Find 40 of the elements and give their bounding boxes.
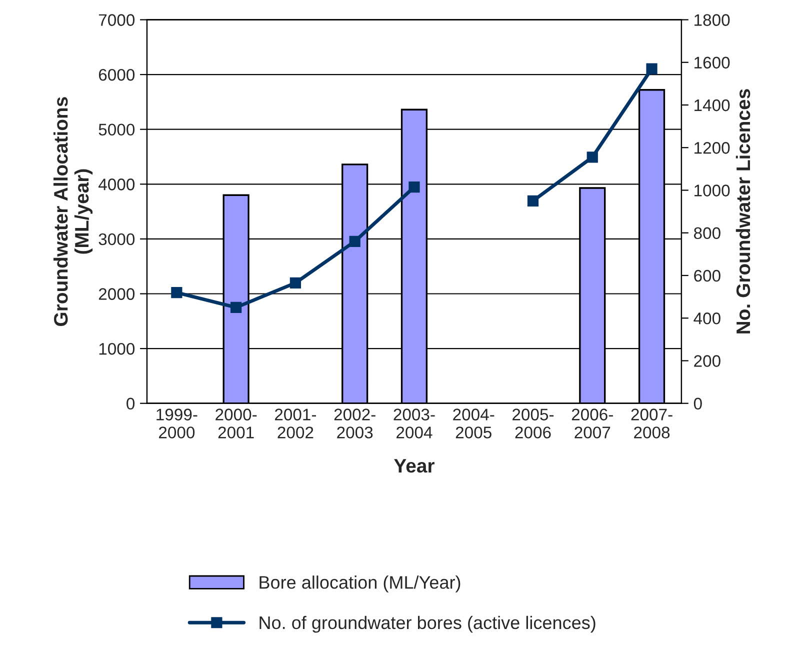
legend-label: No. of groundwater bores (active licences) xyxy=(260,616,596,633)
point xyxy=(171,286,182,298)
point xyxy=(646,63,658,74)
point xyxy=(349,236,360,247)
point xyxy=(408,181,420,193)
y2-tick-label: 400 xyxy=(694,312,720,324)
legend-label: Bore allocation (ML/Year) xyxy=(260,576,460,592)
y-tick-label: 5000 xyxy=(98,124,135,136)
point xyxy=(290,277,302,288)
y-tick-label: 6000 xyxy=(98,68,135,81)
x-tick-label: 2001- 2002 xyxy=(274,408,316,438)
y2-tick-label: 1400 xyxy=(694,99,730,112)
y2-tick-label: 1200 xyxy=(694,142,730,154)
y2-tick-label: 200 xyxy=(694,355,720,367)
y2-tick-label: 1800 xyxy=(694,14,730,26)
x-tick-label: 2006- 2007 xyxy=(572,408,613,438)
x-tick-label: 2005- 2006 xyxy=(512,408,554,438)
x-tick-label: 2000- 2001 xyxy=(216,408,257,438)
y2-tick-label: 1600 xyxy=(694,56,730,69)
x-axis-title: Year xyxy=(394,459,434,473)
x-tick-label: 2002- 2003 xyxy=(334,408,376,438)
y2-tick-label: 600 xyxy=(694,270,720,282)
point xyxy=(586,152,598,163)
x-tick-label: 2003- 2004 xyxy=(394,408,435,438)
y2-axis-title: No. Groundwater Licences xyxy=(736,89,750,334)
y-tick-label: 7000 xyxy=(98,14,135,26)
x-tick-label: 2004- 2005 xyxy=(453,408,494,438)
y-axis-title: Groundwater Allocations (ML/year) xyxy=(53,97,93,326)
y-tick-label: 1000 xyxy=(99,342,135,355)
y2-tick-label: 800 xyxy=(694,227,720,240)
x-tick-label: 2007- 2008 xyxy=(631,408,672,438)
y-tick-label: 2000 xyxy=(98,288,135,300)
y2-tick-label: 0 xyxy=(694,398,702,410)
point xyxy=(527,195,539,206)
y-tick-label: 4000 xyxy=(98,178,135,190)
point xyxy=(230,302,242,314)
x-tick-label: 1999- 2000 xyxy=(156,408,198,438)
y2-tick-label: 1000 xyxy=(694,184,730,196)
y-tick-label: 0 xyxy=(126,398,135,410)
y-tick-label: 3000 xyxy=(98,233,135,246)
